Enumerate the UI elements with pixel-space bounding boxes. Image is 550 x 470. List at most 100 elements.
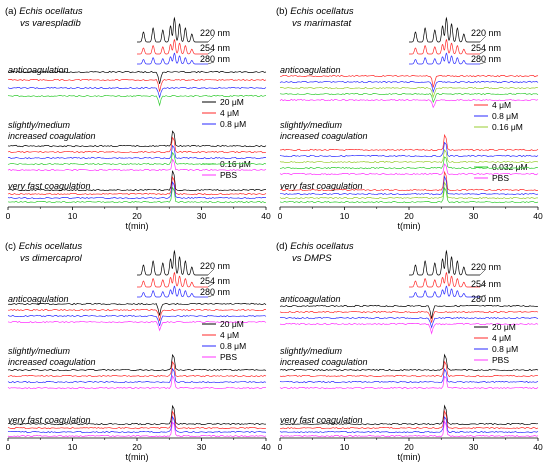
x-tick-label: 30 bbox=[469, 211, 479, 221]
panel-d-uv-220: 220 nm bbox=[471, 262, 501, 272]
panel-b-uv-220: 220 nm bbox=[471, 28, 501, 38]
panel-b-fast-traces bbox=[279, 170, 539, 204]
uv-label-leader-3 bbox=[207, 294, 215, 298]
legend-label: 20 μM bbox=[220, 319, 244, 329]
anticoagulation-trace-2 bbox=[8, 308, 267, 322]
x-tick-label: 0 bbox=[6, 442, 11, 452]
legend-label: PBS bbox=[492, 355, 509, 365]
uv-label-leader-2 bbox=[207, 282, 215, 288]
panel-d-x-axis: 0 10 20 30 40 t(min) bbox=[278, 437, 543, 462]
fast-coagulation-trace-2 bbox=[7, 175, 267, 196]
panel-b-label-fast: very fast coagulation bbox=[280, 181, 363, 191]
x-tick-label: 0 bbox=[278, 211, 283, 221]
anticoagulation-trace-3 bbox=[279, 86, 539, 99]
fast-coagulation-trace-2 bbox=[280, 175, 539, 196]
slight-coagulation-trace-4 bbox=[279, 375, 539, 390]
x-tick-label: 30 bbox=[197, 442, 207, 452]
panel-d-uv-traces bbox=[409, 249, 487, 298]
uv-label-leader-1 bbox=[207, 35, 215, 43]
panel-d-title: (d) Echis ocellatus bbox=[276, 241, 354, 252]
uv-trace-254 bbox=[409, 271, 480, 288]
fast-coagulation-trace-2 bbox=[279, 409, 539, 430]
panel-d-uv-254: 254 nm bbox=[471, 279, 501, 289]
slight-coagulation-trace-4 bbox=[7, 374, 267, 390]
anticoagulation-trace-1 bbox=[7, 70, 267, 84]
uv-label-leader-1 bbox=[479, 268, 487, 276]
anticoagulation-trace-5 bbox=[279, 98, 539, 109]
anticoagulation-trace-4 bbox=[7, 94, 267, 107]
uv-trace-254 bbox=[137, 271, 208, 288]
panel-a-label-increased: increased coagulation bbox=[8, 131, 96, 141]
panel-d-anticoag-traces bbox=[279, 304, 539, 335]
uv-trace-254 bbox=[409, 38, 480, 55]
anticoagulation-trace-4 bbox=[7, 320, 267, 332]
anticoagulation-trace-1 bbox=[280, 74, 539, 88]
uv-trace-254 bbox=[137, 38, 208, 55]
panel-c-fast-traces bbox=[7, 404, 267, 438]
legend-label: 0.16 μM bbox=[492, 122, 523, 132]
anticoagulation-trace-2 bbox=[279, 80, 539, 94]
panel-c-uv-254: 254 nm bbox=[200, 276, 230, 286]
legend-label: 0.8 μM bbox=[492, 344, 518, 354]
panel-d-label-anticoagulation: anticoagulation bbox=[280, 294, 341, 304]
uv-trace-220 bbox=[137, 249, 208, 276]
uv-label-leader-3 bbox=[207, 61, 215, 65]
panel-c-x-axis: 0 10 20 30 40 t(min) bbox=[6, 437, 271, 462]
legend-label: 0.8 μM bbox=[220, 341, 246, 351]
legend-label: 4 μM bbox=[492, 333, 511, 343]
panel-d-label-fast: very fast coagulation bbox=[280, 415, 363, 425]
slight-coagulation-trace-5 bbox=[279, 163, 539, 176]
slight-coagulation-trace-1 bbox=[279, 133, 539, 152]
legend-label: 20 μM bbox=[492, 322, 516, 332]
slight-coagulation-trace-2 bbox=[7, 136, 267, 154]
fast-coagulation-trace-3 bbox=[279, 416, 539, 434]
x-tick-label: 0 bbox=[278, 442, 283, 452]
legend-label: 0.8 μM bbox=[492, 111, 518, 121]
legend-label: 0.032 μM bbox=[492, 162, 528, 172]
x-tick-label: 10 bbox=[68, 442, 78, 452]
x-tick-label: 20 bbox=[132, 442, 142, 452]
panel-b-anticoag-traces bbox=[279, 74, 539, 109]
x-tick-label: 40 bbox=[261, 211, 271, 221]
x-axis-label: t(min) bbox=[398, 221, 421, 231]
panel-b-subtitle: vs marimastat bbox=[292, 18, 351, 29]
panel-b-uv-254: 254 nm bbox=[471, 43, 501, 53]
uv-trace-280 bbox=[137, 285, 208, 298]
uv-label-leader-3 bbox=[479, 61, 487, 65]
x-tick-label: 20 bbox=[404, 211, 414, 221]
panel-b: (b) Echis ocellatus vs marimastat 220 nm… bbox=[276, 6, 543, 231]
panel-c-label-increased: increased coagulation bbox=[8, 357, 96, 367]
panel-a-x-axis: 0 10 20 30 40 t(min) bbox=[6, 206, 271, 231]
anticoagulation-trace-2 bbox=[279, 310, 539, 323]
slight-coagulation-trace-3 bbox=[279, 368, 539, 384]
uv-label-leader-2 bbox=[479, 49, 487, 55]
fast-coagulation-trace-3 bbox=[279, 181, 539, 200]
panel-c-anticoag-traces bbox=[7, 302, 267, 332]
uv-trace-280 bbox=[409, 285, 480, 298]
uv-label-leader-1 bbox=[207, 268, 215, 276]
panel-a-label-fast: very fast coagulation bbox=[8, 181, 91, 191]
fast-coagulation-trace-1 bbox=[279, 404, 539, 426]
slight-coagulation-trace-1 bbox=[7, 130, 267, 148]
uv-label-leader-3 bbox=[479, 294, 487, 298]
panel-a-label-anticoagulation: anticoagulation bbox=[8, 65, 69, 75]
slight-coagulation-trace-3 bbox=[7, 144, 267, 160]
fast-coagulation-trace-3 bbox=[7, 415, 267, 434]
slight-coagulation-trace-3 bbox=[279, 148, 539, 164]
fast-coagulation-trace-1 bbox=[7, 170, 267, 192]
panel-b-title: (b) Echis ocellatus bbox=[276, 6, 354, 17]
panel-c-title: (c) Echis ocellatus bbox=[5, 241, 82, 252]
uv-label-leader-1 bbox=[479, 35, 487, 43]
panel-c-uv-280: 280 nm bbox=[200, 287, 230, 297]
x-tick-label: 30 bbox=[197, 211, 207, 221]
anticoagulation-trace-4 bbox=[279, 92, 539, 104]
x-tick-label: 10 bbox=[340, 211, 350, 221]
panel-a-fast-traces bbox=[7, 170, 267, 204]
x-tick-label: 20 bbox=[404, 442, 414, 452]
slight-coagulation-trace-2 bbox=[279, 360, 539, 378]
panel-a-anticoag-traces bbox=[7, 70, 267, 107]
legend-label: 4 μM bbox=[220, 330, 239, 340]
panel-d: (d) Echis ocellatus vs DMPS 220 nm 254 n… bbox=[276, 241, 543, 462]
uv-trace-280 bbox=[409, 52, 480, 65]
